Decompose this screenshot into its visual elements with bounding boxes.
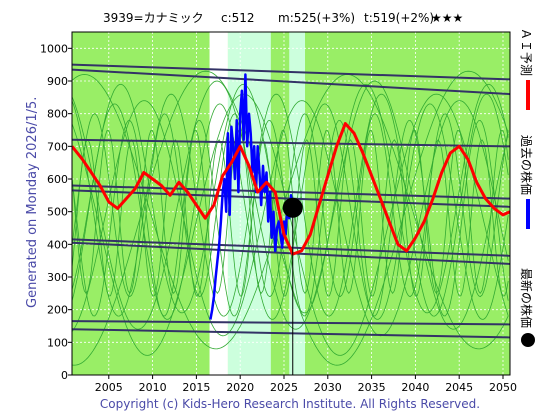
x-tick-label: 2050 [489, 381, 517, 394]
cycle-line-11 [72, 83, 509, 314]
x-tick-label: 2045 [445, 381, 473, 394]
x-tick-label: 2005 [95, 381, 123, 394]
trend-line-1 [72, 68, 510, 96]
y-axis: 0 100 200 300 400 500 600 700 800 900 1000 [40, 42, 72, 382]
latest-price-dot [282, 197, 303, 218]
legend-swatch-2 [521, 333, 535, 347]
legend-label-0: ＡＩ予測 [519, 28, 533, 76]
x-tick-label: 2040 [401, 381, 429, 394]
trend-line-3 [72, 184, 510, 200]
y-tick-label: 800 [47, 108, 68, 121]
cycle-line-4 [72, 103, 509, 320]
medium-target: m:525(+3%) [278, 11, 355, 25]
y-tick-label: 1000 [40, 42, 68, 55]
y-tick-label: 900 [47, 75, 68, 88]
copyright-notice: Copyright (c) Kids-Hero Research Institu… [100, 397, 480, 411]
y-tick-label: 0 [61, 369, 68, 382]
legend-label-2: 最新の株価 [519, 268, 534, 328]
y-tick-label: 500 [47, 206, 68, 219]
x-tick-label: 2010 [139, 381, 167, 394]
generated-date-label: Generated on Monday 2026/1/5. [25, 97, 40, 308]
cycle-line-3 [72, 100, 509, 337]
grid [72, 32, 510, 376]
y-tick-label: 100 [47, 336, 68, 349]
y-tick-label: 300 [47, 271, 68, 284]
cycle-line-2 [72, 80, 509, 330]
x-tick-label: 2030 [314, 381, 342, 394]
current-price: c:512 [221, 11, 255, 25]
trend-line-8 [72, 328, 510, 339]
x-tick-label: 2020 [226, 381, 254, 394]
chart-ticker: 3939=カナミック [103, 11, 204, 25]
x-axis: 2005 2010 2015 2020 2025 2030 2035 2040 2045 2050 [95, 375, 517, 394]
rating-stars: ★★★ [431, 11, 463, 25]
past-price-line [209, 73, 295, 320]
y-tick-label: 200 [47, 304, 68, 317]
trend-line-0 [72, 63, 510, 81]
x-tick-label: 2015 [182, 381, 210, 394]
y-tick-label: 600 [47, 173, 68, 186]
cycle-line-8 [72, 130, 509, 295]
target-price: t:519(+2%) [364, 11, 434, 25]
x-tick-label: 2025 [270, 381, 298, 394]
x-tick-label: 2035 [358, 381, 386, 394]
legend-label-1: 過去の株価 [519, 135, 534, 195]
plot-frame [71, 31, 511, 376]
y-tick-label: 400 [47, 238, 68, 251]
cycle-line-5 [72, 93, 509, 317]
trend-line-7 [72, 320, 510, 326]
y-tick-label: 700 [47, 140, 68, 153]
trend-line-2 [72, 138, 510, 148]
